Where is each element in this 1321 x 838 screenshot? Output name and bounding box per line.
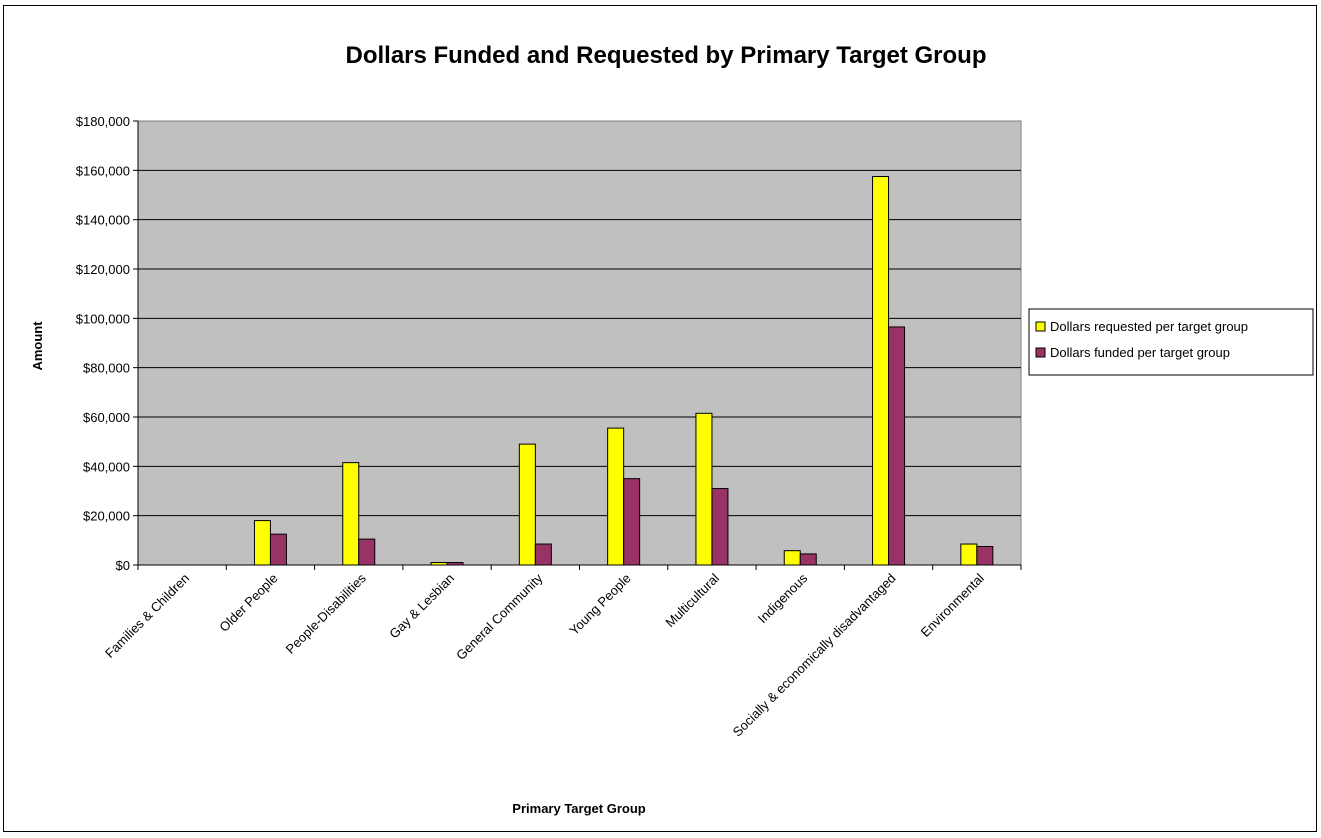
x-tick-label: Multicultural	[662, 570, 722, 630]
x-tick-label: Young People	[566, 571, 634, 639]
bar	[518, 443, 536, 566]
y-axis-ticks: $0 $20,000 $40,000 $60,000 $80,000 $100,000 $1…	[76, 114, 138, 573]
bar	[960, 543, 978, 566]
bar	[269, 533, 287, 566]
bar	[430, 562, 448, 566]
y-tick-label: $140,000	[76, 213, 130, 228]
y-tick-label: $0	[116, 558, 130, 573]
y-tick-label: $80,000	[83, 361, 130, 376]
bar	[783, 550, 801, 566]
y-tick-label: $100,000	[76, 311, 130, 326]
x-axis-ticks: Families & Children Older People People-Di…	[102, 565, 1022, 740]
x-tick-label: Gay & Lesbian	[386, 571, 457, 642]
bars	[253, 176, 994, 566]
chart-title: Dollars Funded and Requested by Primary …	[345, 42, 986, 69]
x-tick-label: People-Disabilities	[283, 570, 370, 657]
x-tick-label: General Community	[453, 570, 546, 663]
bar	[976, 546, 994, 566]
bar	[342, 462, 360, 566]
y-tick-label: $180,000	[76, 114, 130, 129]
bar	[799, 553, 817, 566]
chart-area: Dollars Funded and Requested by Primary …	[3, 5, 1317, 832]
y-tick-label: $120,000	[76, 262, 130, 277]
bar	[872, 176, 890, 566]
x-axis-title: Primary Target Group	[512, 801, 645, 816]
bar	[623, 478, 641, 566]
y-tick-label: $60,000	[83, 410, 130, 425]
x-tick-label: Indigenous	[755, 570, 811, 626]
legend-label: Dollars funded per target group	[1050, 345, 1230, 360]
x-tick-label: Environmental	[918, 570, 987, 639]
bar	[358, 538, 376, 566]
bar	[534, 543, 552, 566]
bar	[253, 520, 271, 566]
bar	[695, 412, 713, 566]
legend-box	[1028, 308, 1314, 376]
legend-swatch	[1035, 347, 1046, 358]
bar	[888, 326, 906, 566]
x-tick-label: Socially & economically disadvantaged	[730, 571, 899, 740]
y-tick-label: $160,000	[76, 163, 130, 178]
x-tick-label: Older People	[216, 571, 280, 635]
bar	[607, 427, 625, 566]
bar	[711, 488, 729, 566]
y-axis-title: Amount	[30, 321, 45, 371]
y-tick-label: $20,000	[83, 509, 130, 524]
y-tick-label: $40,000	[83, 459, 130, 474]
x-tick-label: Families & Children	[102, 571, 192, 661]
bar	[446, 562, 464, 566]
legend: Dollars requested per target group Dollar…	[1028, 308, 1314, 376]
chart-svg: Dollars Funded and Requested by Primary …	[30, 42, 1314, 816]
legend-label: Dollars requested per target group	[1050, 319, 1248, 334]
legend-swatch	[1035, 321, 1046, 332]
